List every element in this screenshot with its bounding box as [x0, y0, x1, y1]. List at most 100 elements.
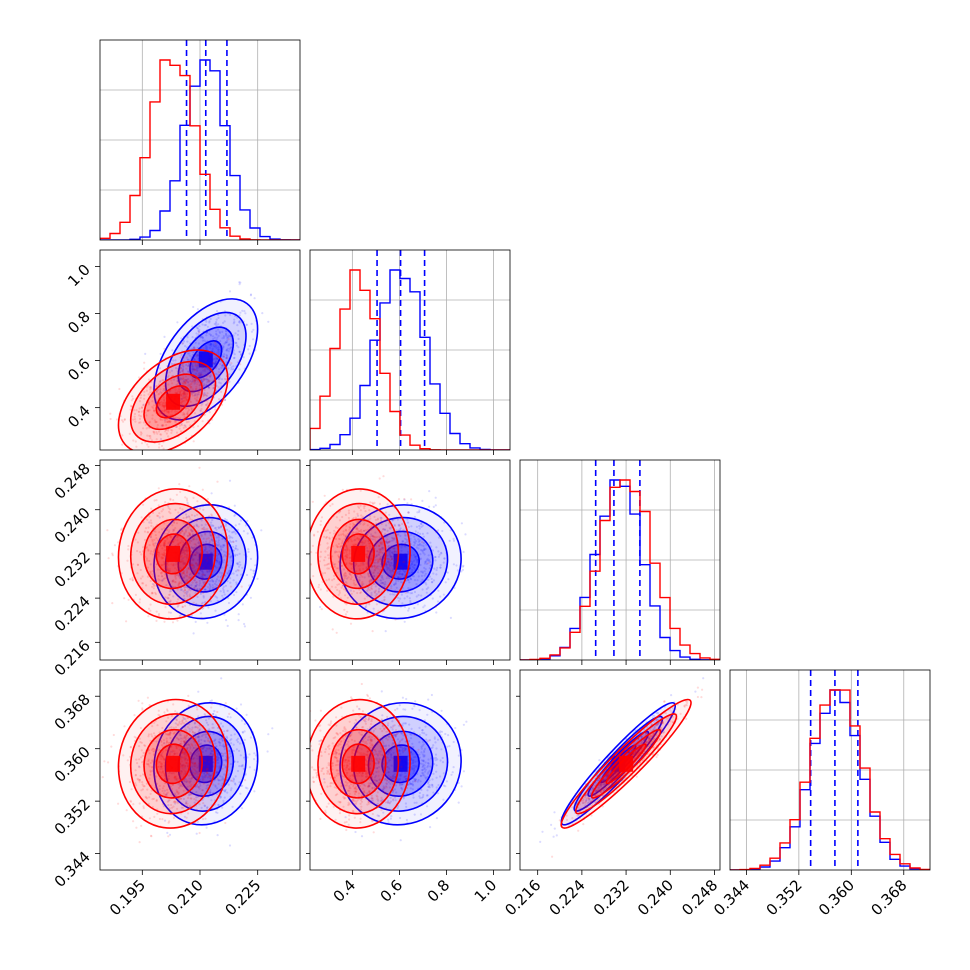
scatter-point — [147, 615, 150, 618]
scatter-point — [176, 605, 179, 608]
scatter-point — [392, 539, 395, 542]
scatter-point — [208, 545, 211, 549]
scatter-point — [433, 567, 436, 570]
scatter-point — [163, 385, 166, 388]
scatter-point — [234, 341, 237, 344]
scatter-point — [225, 356, 228, 359]
scatter-point — [141, 406, 144, 409]
scatter-point — [197, 380, 200, 383]
scatter-point — [162, 412, 165, 415]
scatter-point — [388, 540, 391, 543]
scatter-point — [196, 393, 199, 396]
scatter-point — [223, 377, 226, 381]
scatter-point — [128, 432, 131, 435]
scatter-point — [380, 517, 383, 520]
scatter-point — [205, 403, 208, 406]
scatter-point — [180, 393, 183, 396]
scatter-point — [170, 536, 173, 539]
scatter-point — [168, 567, 171, 571]
scatter-point — [424, 568, 427, 571]
scatter-point — [216, 834, 219, 837]
scatter-point — [361, 584, 364, 587]
panel-1-0: 0.40.60.81.0 — [64, 249, 301, 455]
scatter-point — [357, 505, 360, 508]
scatter-point — [159, 380, 162, 383]
scatter-point — [212, 362, 215, 365]
scatter-point — [184, 394, 188, 397]
scatter-point — [191, 558, 194, 561]
scatter-point — [214, 362, 217, 365]
scatter-point — [167, 435, 170, 438]
scatter-point — [188, 573, 191, 577]
scatter-point — [387, 566, 390, 570]
scatter-point — [345, 534, 348, 537]
scatter-point — [186, 336, 189, 339]
scatter-point — [166, 524, 169, 527]
scatter-point — [414, 555, 417, 558]
scatter-point — [216, 557, 219, 560]
scatter-point — [222, 335, 225, 338]
scatter-point — [187, 362, 191, 365]
scatter-point — [218, 377, 221, 380]
scatter-point — [243, 622, 246, 626]
scatter-point — [168, 508, 171, 511]
scatter-point — [428, 490, 431, 493]
scatter-point — [335, 516, 338, 519]
scatter-point — [373, 569, 376, 572]
scatter-point — [221, 337, 224, 340]
scatter-point — [182, 391, 186, 394]
scatter-point — [192, 564, 195, 567]
scatter-point — [191, 518, 194, 522]
scatter-point — [175, 367, 178, 370]
scatter-point — [203, 543, 206, 546]
scatter-point — [150, 387, 153, 390]
scatter-point — [153, 432, 156, 435]
scatter-point — [210, 343, 213, 346]
scatter-point — [187, 420, 190, 423]
scatter-point — [181, 530, 184, 533]
scatter-point — [214, 361, 217, 364]
scatter-point — [160, 410, 163, 413]
scatter-point — [166, 525, 169, 528]
scatter-point — [206, 569, 209, 572]
scatter-point — [207, 378, 210, 381]
scatter-point — [206, 373, 209, 376]
scatter-point — [195, 550, 198, 554]
scatter-point — [205, 383, 208, 386]
scatter-point — [361, 540, 364, 543]
scatter-point — [217, 371, 220, 374]
scatter-point — [157, 430, 161, 433]
scatter-point — [212, 361, 215, 364]
scatter-point — [416, 571, 420, 574]
scatter-point — [205, 404, 208, 407]
scatter-point — [182, 572, 185, 575]
scatter-point — [230, 779, 234, 782]
scatter-point — [240, 807, 244, 810]
scatter-point — [436, 566, 439, 570]
scatter-point — [378, 548, 381, 551]
scatter-point — [195, 385, 198, 388]
scatter-point — [434, 504, 437, 507]
scatter-point — [223, 398, 227, 401]
scatter-point — [196, 513, 199, 516]
scatter-point — [186, 364, 189, 368]
scatter-point — [393, 550, 396, 553]
scatter-point — [178, 391, 182, 394]
scatter-point — [338, 560, 341, 564]
scatter-point — [218, 331, 222, 334]
scatter-point — [158, 512, 161, 515]
scatter-point — [376, 518, 379, 521]
scatter-point — [336, 545, 339, 549]
scatter-point — [189, 559, 192, 562]
scatter-point — [229, 577, 232, 580]
scatter-point — [173, 528, 176, 532]
scatter-point — [178, 615, 181, 618]
scatter-point — [194, 553, 197, 556]
scatter-point — [420, 544, 423, 547]
scatter-point — [323, 494, 326, 497]
scatter-point — [289, 510, 291, 512]
scatter-point — [170, 379, 173, 382]
scatter-point — [340, 545, 344, 548]
scatter-point — [345, 545, 348, 548]
scatter-point — [243, 310, 246, 313]
